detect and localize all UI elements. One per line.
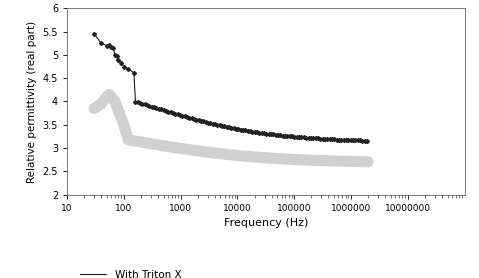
Without Triton X — [327, 159, 332, 163]
Line: Without Triton X: Without Triton X — [94, 95, 368, 162]
Without Triton X — [183, 148, 189, 151]
X-axis label: Frequency (Hz): Frequency (Hz) — [224, 218, 308, 228]
Without Triton X — [365, 160, 371, 163]
Without Triton X — [297, 158, 303, 162]
Legend: With Triton X, Without Triton X: With Triton X, Without Triton X — [76, 265, 203, 278]
Without Triton X — [194, 149, 200, 153]
Without Triton X — [275, 157, 281, 160]
With Triton X — [163, 109, 169, 113]
Without Triton X — [106, 93, 112, 96]
With Triton X — [175, 113, 181, 116]
With Triton X — [91, 32, 97, 36]
Line: With Triton X: With Triton X — [94, 34, 368, 141]
With Triton X — [112, 53, 118, 57]
Without Triton X — [91, 107, 97, 110]
With Triton X — [365, 139, 371, 142]
With Triton X — [240, 128, 246, 132]
Y-axis label: Relative permittivity (real part): Relative permittivity (real part) — [27, 20, 37, 183]
With Triton X — [184, 115, 190, 119]
Without Triton X — [214, 152, 220, 155]
With Triton X — [203, 120, 208, 124]
